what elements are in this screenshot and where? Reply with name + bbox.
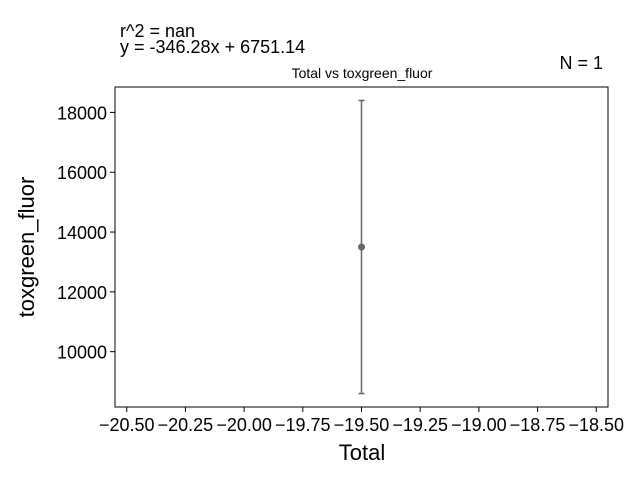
y-tick-label: 18000 xyxy=(57,103,107,123)
y-tick-label: 14000 xyxy=(57,223,107,243)
x-tick-label: −19.50 xyxy=(334,415,390,435)
fit-equation-annotation: y = -346.28x + 6751.14 xyxy=(120,37,305,57)
x-tick-label: −18.75 xyxy=(510,415,566,435)
y-axis: 10000 12000 14000 16000 18000 xyxy=(57,103,115,363)
x-axis: −20.50 −20.25 −20.00 −19.75 −19.50 −19.25 −19.… xyxy=(99,407,624,435)
r-squared-annotation: r^2 = nan xyxy=(120,21,195,41)
sample-count-annotation: N = 1 xyxy=(559,53,603,73)
x-tick-label: −19.75 xyxy=(275,415,331,435)
x-tick-label: −20.50 xyxy=(99,415,155,435)
plot-area xyxy=(358,99,365,395)
x-tick-label: −18.50 xyxy=(568,415,624,435)
x-tick-label: −20.00 xyxy=(216,415,272,435)
y-tick-label: 12000 xyxy=(57,283,107,303)
x-tick-label: −19.00 xyxy=(451,415,507,435)
data-point xyxy=(358,243,365,251)
x-tick-label: −19.25 xyxy=(392,415,448,435)
y-axis-label: toxgreen_fluor xyxy=(14,177,39,318)
y-tick-label: 16000 xyxy=(57,163,107,183)
chart-title: Total vs toxgreen_fluor xyxy=(292,65,433,81)
x-axis-label: Total xyxy=(339,440,385,465)
x-tick-label: −20.25 xyxy=(158,415,214,435)
y-tick-label: 10000 xyxy=(57,343,107,363)
